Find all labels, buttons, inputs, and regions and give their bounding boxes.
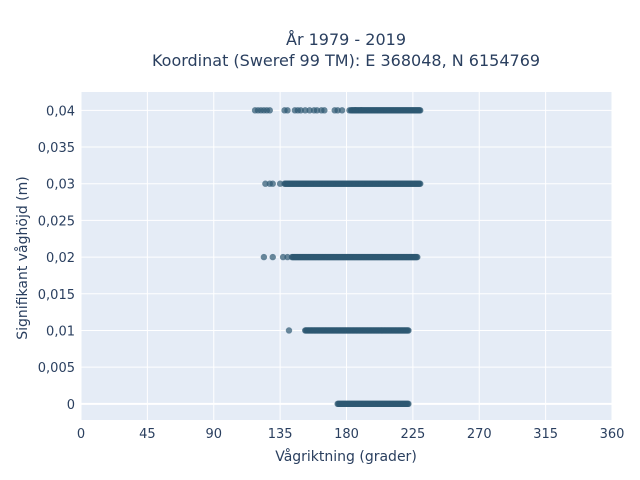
y-tick-label: 0,01 — [46, 324, 75, 339]
data-point — [405, 401, 411, 407]
data-point — [346, 107, 352, 113]
data-point — [261, 254, 267, 260]
data-point — [321, 107, 327, 113]
x-tick-label: 180 — [334, 427, 359, 442]
data-point — [414, 254, 420, 260]
x-tick-label: 315 — [533, 427, 558, 442]
y-tick-label: 0,02 — [46, 251, 75, 266]
data-point — [405, 327, 411, 333]
data-point — [270, 181, 276, 187]
y-tick-label: 0 — [67, 398, 75, 413]
data-point — [417, 181, 423, 187]
data-point — [358, 107, 364, 113]
data-point — [284, 107, 290, 113]
x-tick-label: 90 — [205, 427, 222, 442]
data-point — [267, 107, 273, 113]
x-tick-label: 0 — [77, 427, 85, 442]
data-band — [286, 327, 412, 333]
data-point — [352, 107, 358, 113]
data-point — [339, 107, 345, 113]
y-axis-title: Signifikant våghöjd (m) — [14, 176, 31, 339]
data-band — [262, 181, 423, 187]
data-band — [334, 401, 411, 407]
data-point — [417, 107, 423, 113]
x-tick-label: 360 — [600, 427, 625, 442]
y-tick-label: 0,005 — [38, 361, 75, 376]
data-point — [270, 254, 276, 260]
x-tick-label: 225 — [400, 427, 425, 442]
data-point — [286, 327, 292, 333]
y-tick-label: 0,04 — [46, 104, 75, 119]
x-tick-label: 135 — [268, 427, 293, 442]
x-axis-title: Vågriktning (grader) — [275, 448, 417, 465]
y-tick-label: 0,025 — [38, 214, 75, 229]
x-tick-label: 270 — [467, 427, 492, 442]
chart-title-line-2: Koordinat (Sweref 99 TM): E 368048, N 61… — [152, 51, 540, 70]
data-point — [277, 181, 283, 187]
chart-title-line-1: År 1979 - 2019 — [286, 30, 406, 49]
y-tick-label: 0,015 — [38, 288, 75, 303]
y-tick-label: 0,035 — [38, 141, 75, 156]
data-point — [284, 254, 290, 260]
y-tick-label: 0,03 — [46, 178, 75, 193]
x-tick-label: 45 — [139, 427, 156, 442]
data-band — [261, 254, 421, 260]
